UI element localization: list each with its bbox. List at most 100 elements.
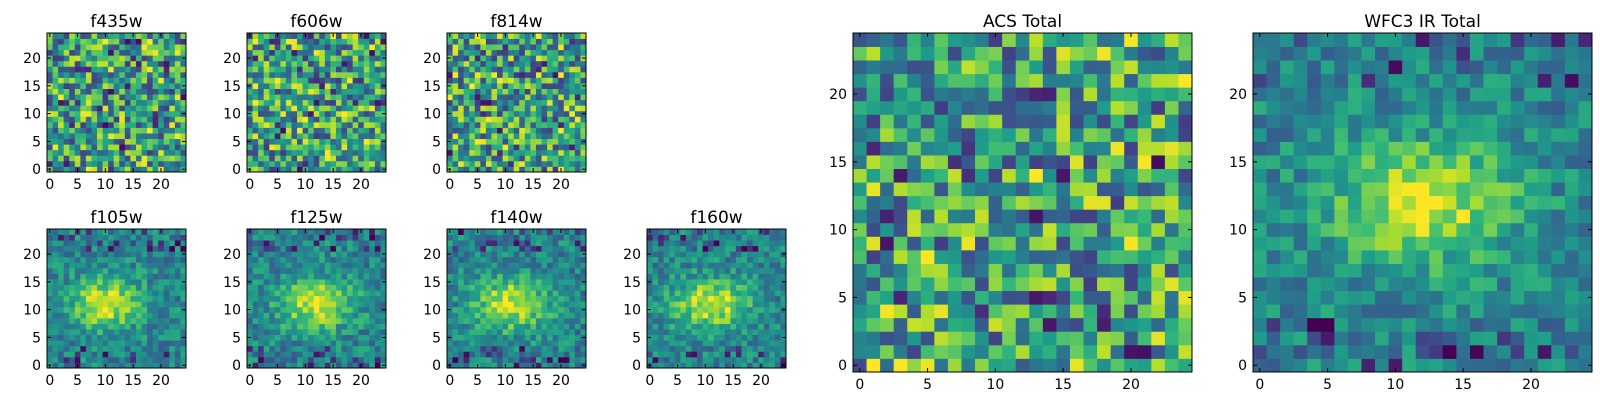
heatmap-cell <box>647 301 653 308</box>
heatmap-cell <box>341 295 348 302</box>
heatmap-cell <box>352 251 359 258</box>
heatmap-cell <box>147 295 154 302</box>
heatmap-cell <box>769 256 776 263</box>
heatmap-cell <box>1015 304 1030 319</box>
heatmap-cell <box>124 110 131 117</box>
heatmap-cell <box>319 229 326 235</box>
heatmap-cell <box>647 356 653 363</box>
heatmap-cell <box>141 345 148 352</box>
heatmap-cell <box>341 306 348 313</box>
heatmap-cell <box>141 160 148 167</box>
heatmap-cell <box>652 295 659 302</box>
heatmap-cell <box>452 133 459 140</box>
heatmap-cell <box>169 290 176 297</box>
heatmap-cell <box>497 240 503 247</box>
heatmap-cell <box>113 334 120 341</box>
heatmap-cell <box>508 340 515 347</box>
heatmap-cell <box>519 351 526 358</box>
heatmap-cell <box>719 279 726 285</box>
heatmap-cell <box>158 329 165 336</box>
heatmap-cell <box>247 94 253 101</box>
heatmap-cell <box>1151 277 1166 292</box>
heatmap-cell <box>258 234 265 241</box>
heatmap-cell <box>247 49 253 56</box>
heatmap-cell <box>961 263 976 278</box>
heatmap-cell <box>324 77 331 84</box>
heatmap-cell <box>1164 290 1179 305</box>
heatmap-cell <box>519 234 526 241</box>
heatmap-cell <box>474 88 481 95</box>
heatmap-cell <box>374 329 381 336</box>
heatmap-cell <box>324 38 331 45</box>
heatmap-cell <box>352 356 359 363</box>
heatmap-cell <box>169 295 176 302</box>
heatmap-cell <box>269 229 276 235</box>
heatmap-cell <box>1151 358 1166 373</box>
heatmap-cell <box>702 262 709 269</box>
x-tick-label: 0 <box>645 373 654 389</box>
heatmap-cell <box>141 273 148 280</box>
heatmap-cell <box>363 133 370 140</box>
heatmap-cell <box>663 240 670 247</box>
heatmap-cell <box>680 256 687 263</box>
heatmap-cell <box>652 240 659 247</box>
heatmap-cell <box>330 290 337 297</box>
heatmap-cell <box>769 317 776 324</box>
heatmap-cell <box>934 358 949 373</box>
heatmap-cell <box>135 279 142 285</box>
heatmap-cell <box>1042 263 1057 278</box>
heatmap-cell <box>447 323 453 330</box>
heatmap-cell <box>158 345 165 352</box>
heatmap-cell <box>169 256 176 263</box>
heatmap-cell <box>708 256 715 263</box>
heatmap-cell <box>752 312 759 319</box>
heatmap-cell <box>113 345 120 352</box>
heatmap-cell <box>135 144 142 151</box>
heatmap-cell <box>485 88 492 95</box>
heatmap-cell <box>341 116 348 123</box>
heatmap-cell <box>680 262 687 269</box>
heatmap-cell <box>341 77 348 84</box>
heatmap-cell <box>102 356 109 363</box>
heatmap-cell <box>907 236 922 251</box>
heatmap-cell <box>274 121 281 128</box>
heatmap-cell <box>669 240 676 247</box>
heatmap-cell <box>1002 249 1017 264</box>
heatmap-cell <box>380 155 387 162</box>
heatmap-cell <box>880 222 895 237</box>
heatmap-cell <box>691 329 698 336</box>
heatmap-cell <box>747 256 754 263</box>
heatmap-cell <box>447 127 453 134</box>
heatmap-cell <box>47 60 53 67</box>
heatmap-cell <box>258 229 265 235</box>
heatmap-cell <box>485 83 492 89</box>
heatmap-cell <box>308 60 315 67</box>
heatmap-cell <box>374 301 381 308</box>
heatmap-cell <box>324 329 331 336</box>
heatmap-cell <box>519 133 526 140</box>
heatmap-cell <box>119 273 126 280</box>
heatmap-cell <box>758 245 765 252</box>
heatmap-cell <box>280 88 287 95</box>
heatmap-cell <box>91 262 98 269</box>
heatmap-cell <box>369 256 376 263</box>
heatmap-cell <box>713 251 720 258</box>
heatmap-cell <box>1137 304 1152 319</box>
heatmap-cell <box>574 44 581 51</box>
heatmap-cell <box>297 362 303 369</box>
heatmap-cell <box>335 317 342 324</box>
heatmap-cell <box>174 110 181 117</box>
heatmap-cell <box>880 182 895 197</box>
heatmap-cell <box>63 273 70 280</box>
heatmap-cell <box>130 94 137 101</box>
heatmap-cell <box>452 317 459 324</box>
heatmap-cell <box>519 166 526 173</box>
heatmap-cell <box>697 345 703 352</box>
heatmap-cell <box>308 267 315 274</box>
heatmap-cell <box>541 127 548 134</box>
heatmap-cell <box>258 351 265 358</box>
heatmap-cell <box>369 149 376 156</box>
heatmap-cell <box>647 284 653 291</box>
heatmap-cell <box>685 323 692 330</box>
heatmap-cell <box>574 312 581 319</box>
